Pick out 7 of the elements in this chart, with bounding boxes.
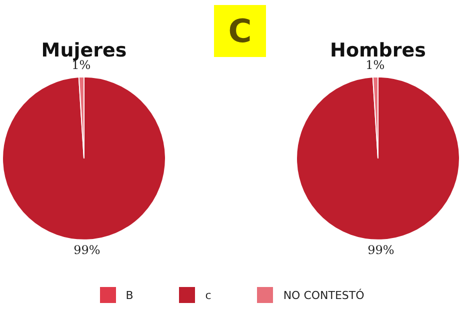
legend-label: c — [205, 288, 212, 302]
legend-label: NO CONTESTÓ — [283, 288, 364, 302]
chart-title: C — [214, 5, 266, 57]
legend-label: B — [126, 288, 134, 302]
data-label: 99% — [368, 242, 394, 257]
data-label: 99% — [74, 242, 100, 257]
slice-label: Mujeres — [41, 39, 127, 62]
